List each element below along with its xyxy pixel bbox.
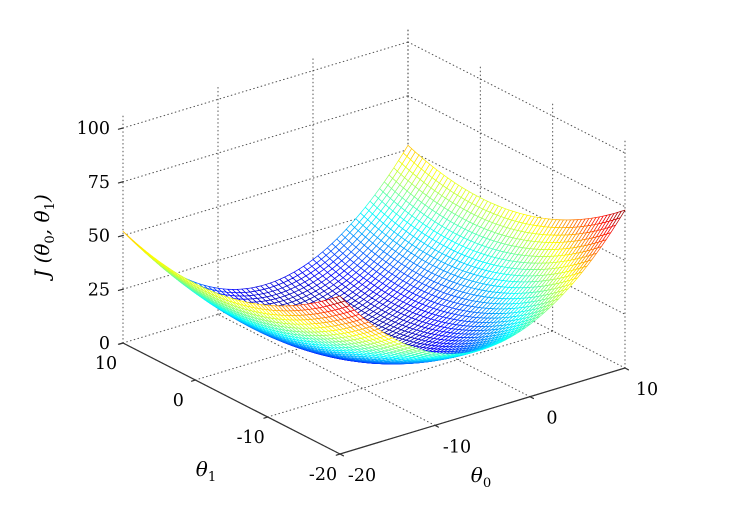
z-tick-label: 50 xyxy=(88,227,110,247)
y-axis-tick xyxy=(191,379,196,382)
z-tick-label: 100 xyxy=(77,119,110,139)
z-axis-tick xyxy=(117,234,124,238)
wall-grid-horizontal xyxy=(122,148,409,237)
x-axis-tick xyxy=(529,396,535,400)
axis-lines xyxy=(117,127,630,457)
y-axis-tick xyxy=(335,453,341,456)
z-tick-label: 75 xyxy=(88,173,110,193)
wall-grid-horizontal xyxy=(122,202,409,290)
z-tick-label: 0 xyxy=(99,334,110,354)
y-axis-line xyxy=(122,342,341,455)
x-tick-label: -10 xyxy=(443,437,471,457)
wall-grid-horizontal xyxy=(122,95,409,183)
floor-grid-line xyxy=(267,330,554,418)
x-axis-tick xyxy=(434,424,440,428)
z-axis-tick xyxy=(117,288,124,292)
wall-grid-horizontal xyxy=(407,95,626,208)
y-tick-label: 10 xyxy=(95,354,117,374)
x-axis-title-subscript: 0 xyxy=(482,476,492,491)
surface-mesh xyxy=(122,144,626,365)
y-tick-label: -10 xyxy=(237,428,265,448)
x-axis-title-symbol: θ xyxy=(470,463,483,487)
y-axis-title-subscript: 1 xyxy=(207,470,217,485)
x-tick-label: -20 xyxy=(348,466,376,486)
x-axis-tick xyxy=(624,367,630,371)
z-axis-tick xyxy=(117,342,124,345)
y-axis-title-symbol: θ xyxy=(195,457,208,481)
y-axis-tick xyxy=(263,416,269,419)
x-tick-label: 0 xyxy=(546,409,557,429)
wall-grid-horizontal xyxy=(407,41,626,154)
z-axis-title: J (θ0, θ1) xyxy=(30,194,58,278)
z-axis-tick xyxy=(117,127,124,130)
z-axis-tick xyxy=(117,181,124,184)
x-axis-line xyxy=(339,367,626,455)
y-axis-title: θ1 xyxy=(176,457,236,485)
y-tick-label: 0 xyxy=(173,391,184,411)
x-axis-tick xyxy=(339,453,345,457)
wall-grid-horizontal xyxy=(122,41,409,129)
y-tick-label: -20 xyxy=(309,465,337,485)
x-tick-label: 10 xyxy=(636,380,658,400)
x-axis-title: θ0 xyxy=(451,463,511,491)
z-tick-label: 25 xyxy=(88,280,110,300)
floor-grid-line xyxy=(217,313,436,426)
